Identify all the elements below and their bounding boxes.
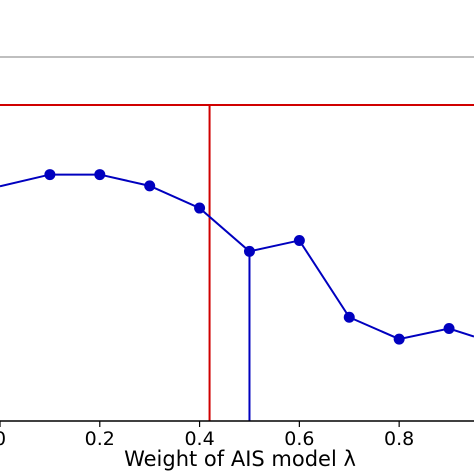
- x-tick-label: 0.6: [284, 428, 314, 450]
- reference-lines: [0, 56, 474, 421]
- data-point: [393, 333, 405, 345]
- x-tick-label: 0: [0, 428, 6, 450]
- series-line-0: [0, 173, 474, 341]
- x-axis-label: Weight of AIS model λ: [124, 447, 356, 471]
- data-point: [94, 169, 106, 181]
- data-point: [343, 311, 355, 323]
- data-point: [144, 180, 156, 192]
- x-tick-label: 0.4: [184, 428, 214, 450]
- data-point: [44, 169, 56, 181]
- data-point: [243, 245, 255, 257]
- x-axis-ticks: 0 0.2 0.4 0.6 0.8: [0, 421, 414, 450]
- data-point: [293, 234, 305, 246]
- data-point: [194, 202, 206, 214]
- x-tick-label: 0.2: [85, 428, 115, 450]
- series-layer: [0, 169, 474, 345]
- data-point: [443, 323, 455, 335]
- x-tick-label: 0.8: [384, 428, 414, 450]
